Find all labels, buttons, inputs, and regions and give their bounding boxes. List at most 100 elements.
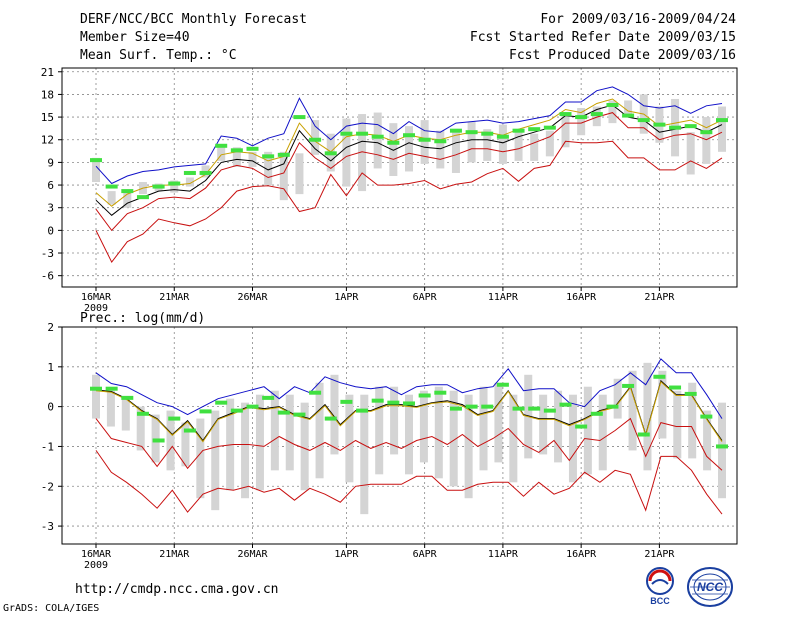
prec-obs-marker <box>277 410 290 415</box>
temp-ensemble-box <box>686 132 695 175</box>
prec-ytick-label: -1 <box>41 440 54 453</box>
temp-ensemble-box <box>373 112 382 169</box>
temp-obs-marker <box>152 184 165 189</box>
prec-obs-marker <box>418 393 431 398</box>
prec-ensemble-box <box>419 390 428 463</box>
grads-credit: GrADS: COLA/IGES <box>3 603 100 614</box>
prec-ensemble-box <box>196 418 205 499</box>
temp-ensemble-box <box>232 147 241 167</box>
temp-obs-marker <box>90 158 102 163</box>
prec-ensemble-box <box>658 370 667 439</box>
prec-ytick-label: 0 <box>47 401 54 414</box>
temp-ensemble-box <box>702 117 711 164</box>
prec-ytick-label: 1 <box>47 361 54 374</box>
temp-ensemble-box <box>170 180 179 193</box>
forecast-produced-date: Fcst Produced Date 2009/03/16 <box>509 48 736 63</box>
prec-obs-marker <box>716 444 728 449</box>
temp-ensemble-box <box>483 129 492 161</box>
prec-obs-marker <box>590 411 603 416</box>
bcc-logo-icon: BCC <box>646 567 674 606</box>
temp-obs-marker <box>434 139 447 144</box>
prec-ensemble-box <box>688 382 697 459</box>
temp-line-min <box>95 140 723 264</box>
temp-ensemble-box <box>467 121 476 163</box>
temp-xtick-label: 21APR <box>644 292 675 303</box>
temp-obs-marker <box>121 189 134 194</box>
prec-xtick-label: 21MAR <box>159 549 190 560</box>
temp-panel: -6 -3 0 3 6 9 12 15 18 21 16MAR 21MAR 26MAR 1APR 6APR 1… <box>41 66 738 314</box>
temp-obs-marker <box>387 140 400 145</box>
temp-ensemble-box <box>295 153 304 195</box>
temp-ensemble-box <box>545 130 554 157</box>
prec-frame <box>61 326 738 545</box>
prec-ensemble-box <box>598 394 607 471</box>
temp-ensemble-box <box>530 133 539 161</box>
prec-ensemble-box <box>568 394 577 483</box>
temp-ensemble-box <box>107 191 116 205</box>
ncc-logo-icon: NCC <box>687 567 733 607</box>
prec-obs-marker <box>152 438 165 443</box>
prec-obs-marker <box>403 401 415 406</box>
prec-xtick-label: 6APR <box>413 549 438 560</box>
temp-ensemble-box <box>342 118 351 187</box>
ncc-logo-text: NCC <box>697 580 723 594</box>
temp-ytick-label: -6 <box>41 270 54 283</box>
member-size: Member Size=40 <box>80 30 190 45</box>
temp-obs-marker <box>277 152 290 157</box>
prec-xtick-label: 11APR <box>488 549 519 560</box>
temp-obs-marker <box>590 112 603 117</box>
prec-obs-marker <box>121 395 134 400</box>
forecast-started-date: Fcst Started Refer Date 2009/03/15 <box>469 30 736 45</box>
prec-ensemble-box <box>673 390 682 459</box>
temp-line-low <box>95 112 723 232</box>
temp-ensemble-box <box>577 108 586 136</box>
prec-obs-marker <box>168 416 181 421</box>
temp-ytick-label: -3 <box>41 247 54 260</box>
prec-obs-marker <box>371 398 384 403</box>
prec-ensemble-box <box>211 410 220 511</box>
prec-ensemble-box <box>106 390 115 427</box>
temp-ytick-label: 0 <box>47 224 54 237</box>
prec-ensemble-box <box>270 390 279 471</box>
prec-obs-marker <box>262 395 275 400</box>
temp-obs-marker <box>669 125 682 130</box>
chart-title: DERF/NCC/BCC Monthly Forecast <box>80 12 307 27</box>
prec-obs-marker <box>246 404 259 409</box>
temp-ensemble-box <box>358 114 367 192</box>
prec-obs-marker <box>575 424 588 429</box>
temp-obs-marker <box>575 115 588 120</box>
prec-obs-marker <box>512 406 525 411</box>
temp-obs-marker <box>183 170 196 175</box>
temp-ensemble-box <box>389 123 398 176</box>
temp-xtick-label: 16APR <box>566 292 597 303</box>
source-url[interactable]: http://cmdp.ncc.cma.gov.cn <box>75 582 279 597</box>
temp-line-mean <box>95 104 723 216</box>
temp-ensemble-box <box>217 145 226 161</box>
prec-xtick-label: 1APR <box>334 549 359 560</box>
temp-year-label: 2009 <box>84 303 108 314</box>
temp-obs-marker <box>559 112 572 117</box>
prec-panel: -3 -2 -1 0 1 2 16MAR 21MAR 26MAR 1APR 6APR 11APR 16A… <box>41 321 738 571</box>
temp-line-max <box>95 86 723 185</box>
temp-obs-marker <box>481 131 494 136</box>
temp-ensemble-box <box>592 106 601 127</box>
temp-ytick-label: 12 <box>41 134 54 147</box>
temp-obs-marker <box>215 143 228 148</box>
prec-obs-marker <box>199 409 212 414</box>
prec-ensemble-box <box>494 382 503 463</box>
prec-obs-marker <box>90 386 102 391</box>
prec-ensemble-box <box>285 394 294 471</box>
prec-obs-marker <box>136 411 149 416</box>
temp-obs-marker <box>543 125 556 130</box>
temp-ensemble-box <box>92 157 100 183</box>
prec-ensemble-box <box>345 394 354 483</box>
prec-ensemble-box <box>509 394 518 483</box>
prec-ensemble-box <box>92 374 100 419</box>
prec-ensemble-box <box>241 402 250 499</box>
temp-ensemble-box <box>561 114 570 148</box>
prec-ensemble-box <box>136 406 145 451</box>
prec-ytick-label: 2 <box>47 321 54 334</box>
temp-ytick-label: 18 <box>41 88 54 101</box>
temp-obs-marker <box>606 103 619 108</box>
